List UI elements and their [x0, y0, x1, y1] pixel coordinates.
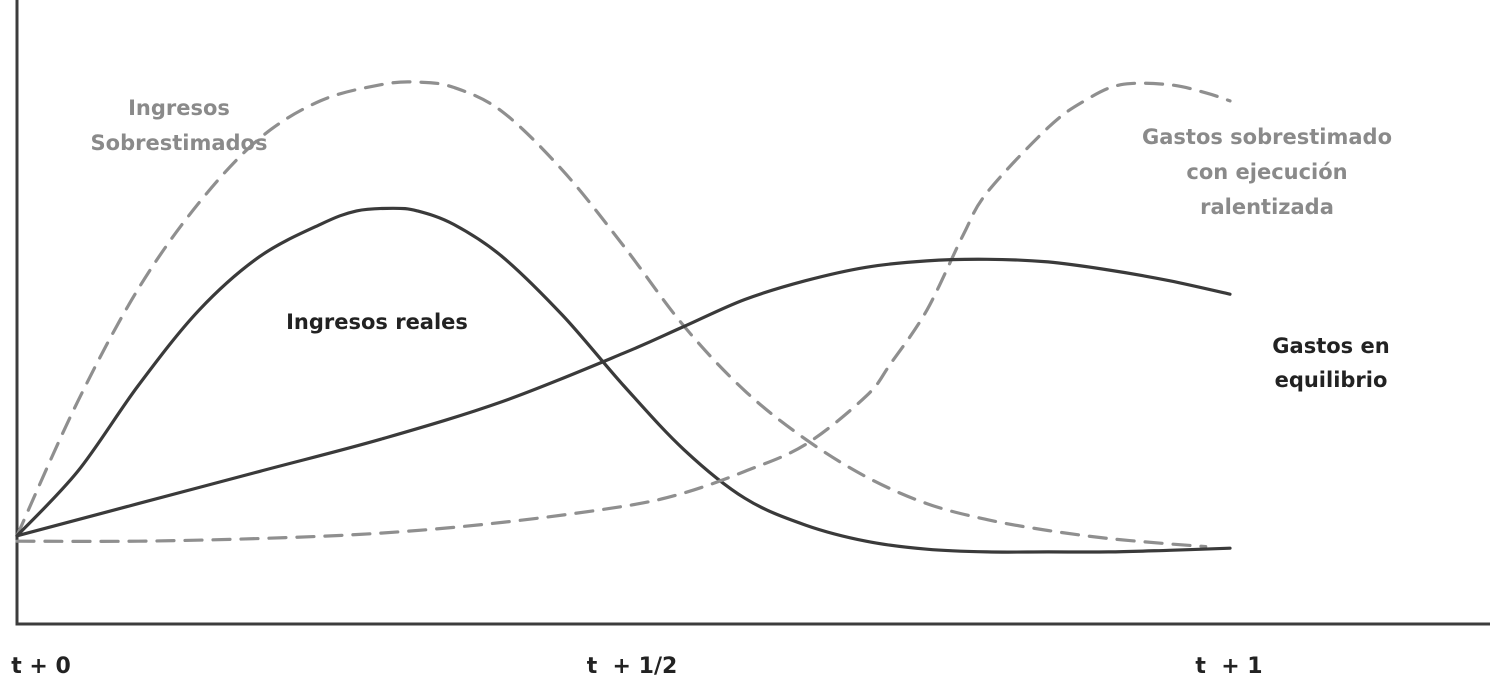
series-gastos-en-equilibrio: [15, 257, 1232, 538]
x-tick-label: t + 1/2: [587, 654, 678, 678]
x-tick-labels: t + 0 t + 1/2 t + 1: [11, 654, 1262, 678]
series-ingresos-sobrestimados: [15, 80, 1208, 549]
label-gastos-sobrestimado: Gastos sobrestimado con ejecución ralentiz…: [1142, 125, 1392, 219]
series-ingresos-reales: [15, 206, 1232, 554]
label-ingresos-reales: Ingresos reales: [286, 310, 468, 334]
series-layer: [15, 80, 1232, 554]
label-gastos-en-equilibrio: Gastos en equilibrio: [1272, 334, 1389, 392]
series-labels: Ingresos Sobrestimados Ingresos reales Gast…: [91, 96, 1392, 392]
x-tick-label: t + 0: [11, 654, 71, 678]
series-gastos-sobrestimado: [15, 81, 1232, 543]
label-ingresos-sobrestimados: Ingresos Sobrestimados: [91, 96, 268, 155]
x-tick-label: t + 1: [1195, 654, 1262, 678]
